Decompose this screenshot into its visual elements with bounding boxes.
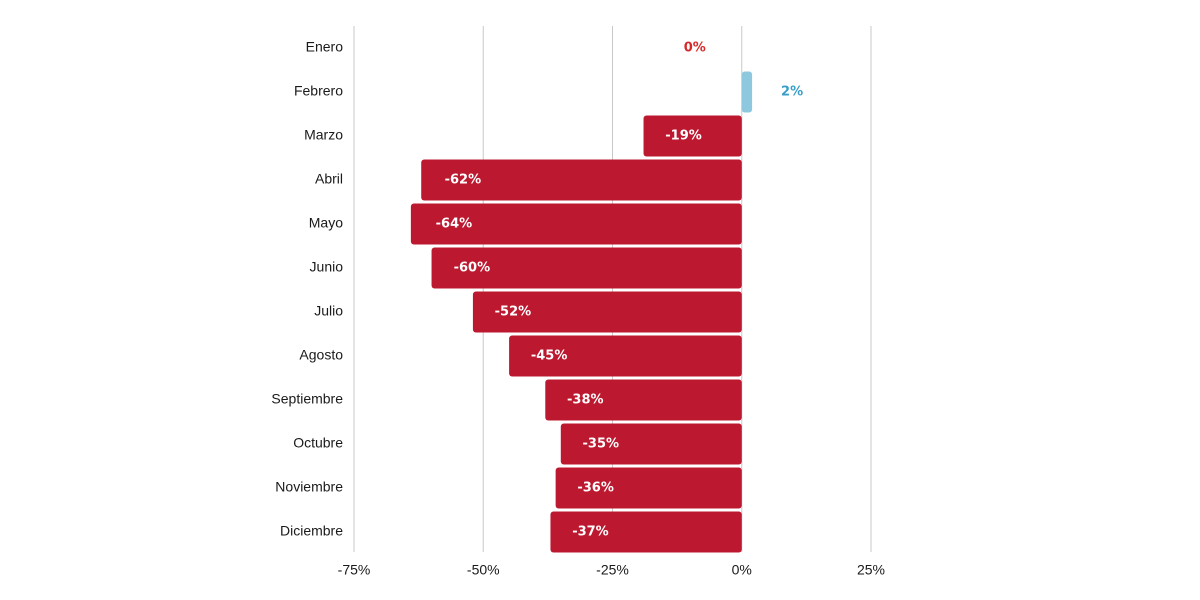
bar	[421, 159, 742, 201]
category-label: Marzo	[304, 127, 343, 143]
category-label: Octubre	[293, 435, 343, 451]
data-label: 0%	[684, 41, 706, 56]
bar	[545, 379, 742, 421]
category-label: Agosto	[299, 347, 343, 363]
data-label: -60%	[454, 261, 491, 276]
category-label: Septiembre	[271, 391, 343, 407]
category-label: Noviembre	[275, 479, 343, 495]
category-label: Febrero	[294, 83, 343, 99]
category-label: Enero	[306, 39, 344, 55]
x-tick-label: 25%	[857, 562, 885, 578]
data-label: -38%	[567, 393, 604, 408]
data-label: -35%	[583, 437, 620, 452]
category-label: Junio	[310, 259, 344, 275]
data-label: -36%	[577, 481, 614, 496]
data-label: -62%	[445, 173, 482, 188]
category-label: Abril	[315, 171, 343, 187]
category-labels: Enero Febrero Marzo Abril Mayo Junio Julio Agos…	[271, 39, 343, 539]
x-tick-label: -75%	[338, 562, 371, 578]
x-tick-label: 0%	[732, 562, 752, 578]
bar	[560, 423, 742, 465]
data-label: -45%	[531, 349, 568, 364]
category-label: Mayo	[309, 215, 343, 231]
data-label: -19%	[665, 129, 702, 144]
x-axis-tick-labels: -75% -50% -25% 0% 25%	[338, 562, 885, 578]
bar	[643, 115, 742, 157]
data-label: -64%	[436, 217, 473, 232]
bar	[550, 511, 742, 553]
category-label: Julio	[314, 303, 343, 319]
data-labels: 0% 2% -19% -62% -64% -60% -52% -45% -38% -35% -36%…	[436, 41, 804, 540]
gridlines	[353, 26, 872, 552]
data-label: 2%	[781, 85, 803, 100]
bar	[509, 335, 742, 377]
bar	[472, 291, 742, 333]
bars	[410, 71, 753, 553]
bar	[741, 71, 753, 113]
bar	[555, 467, 742, 509]
bar	[410, 203, 742, 245]
data-label: -52%	[495, 305, 532, 320]
category-label: Diciembre	[280, 523, 343, 539]
data-label: -37%	[572, 525, 609, 540]
x-tick-label: -25%	[596, 562, 629, 578]
x-tick-label: -50%	[467, 562, 500, 578]
bar	[431, 247, 742, 289]
